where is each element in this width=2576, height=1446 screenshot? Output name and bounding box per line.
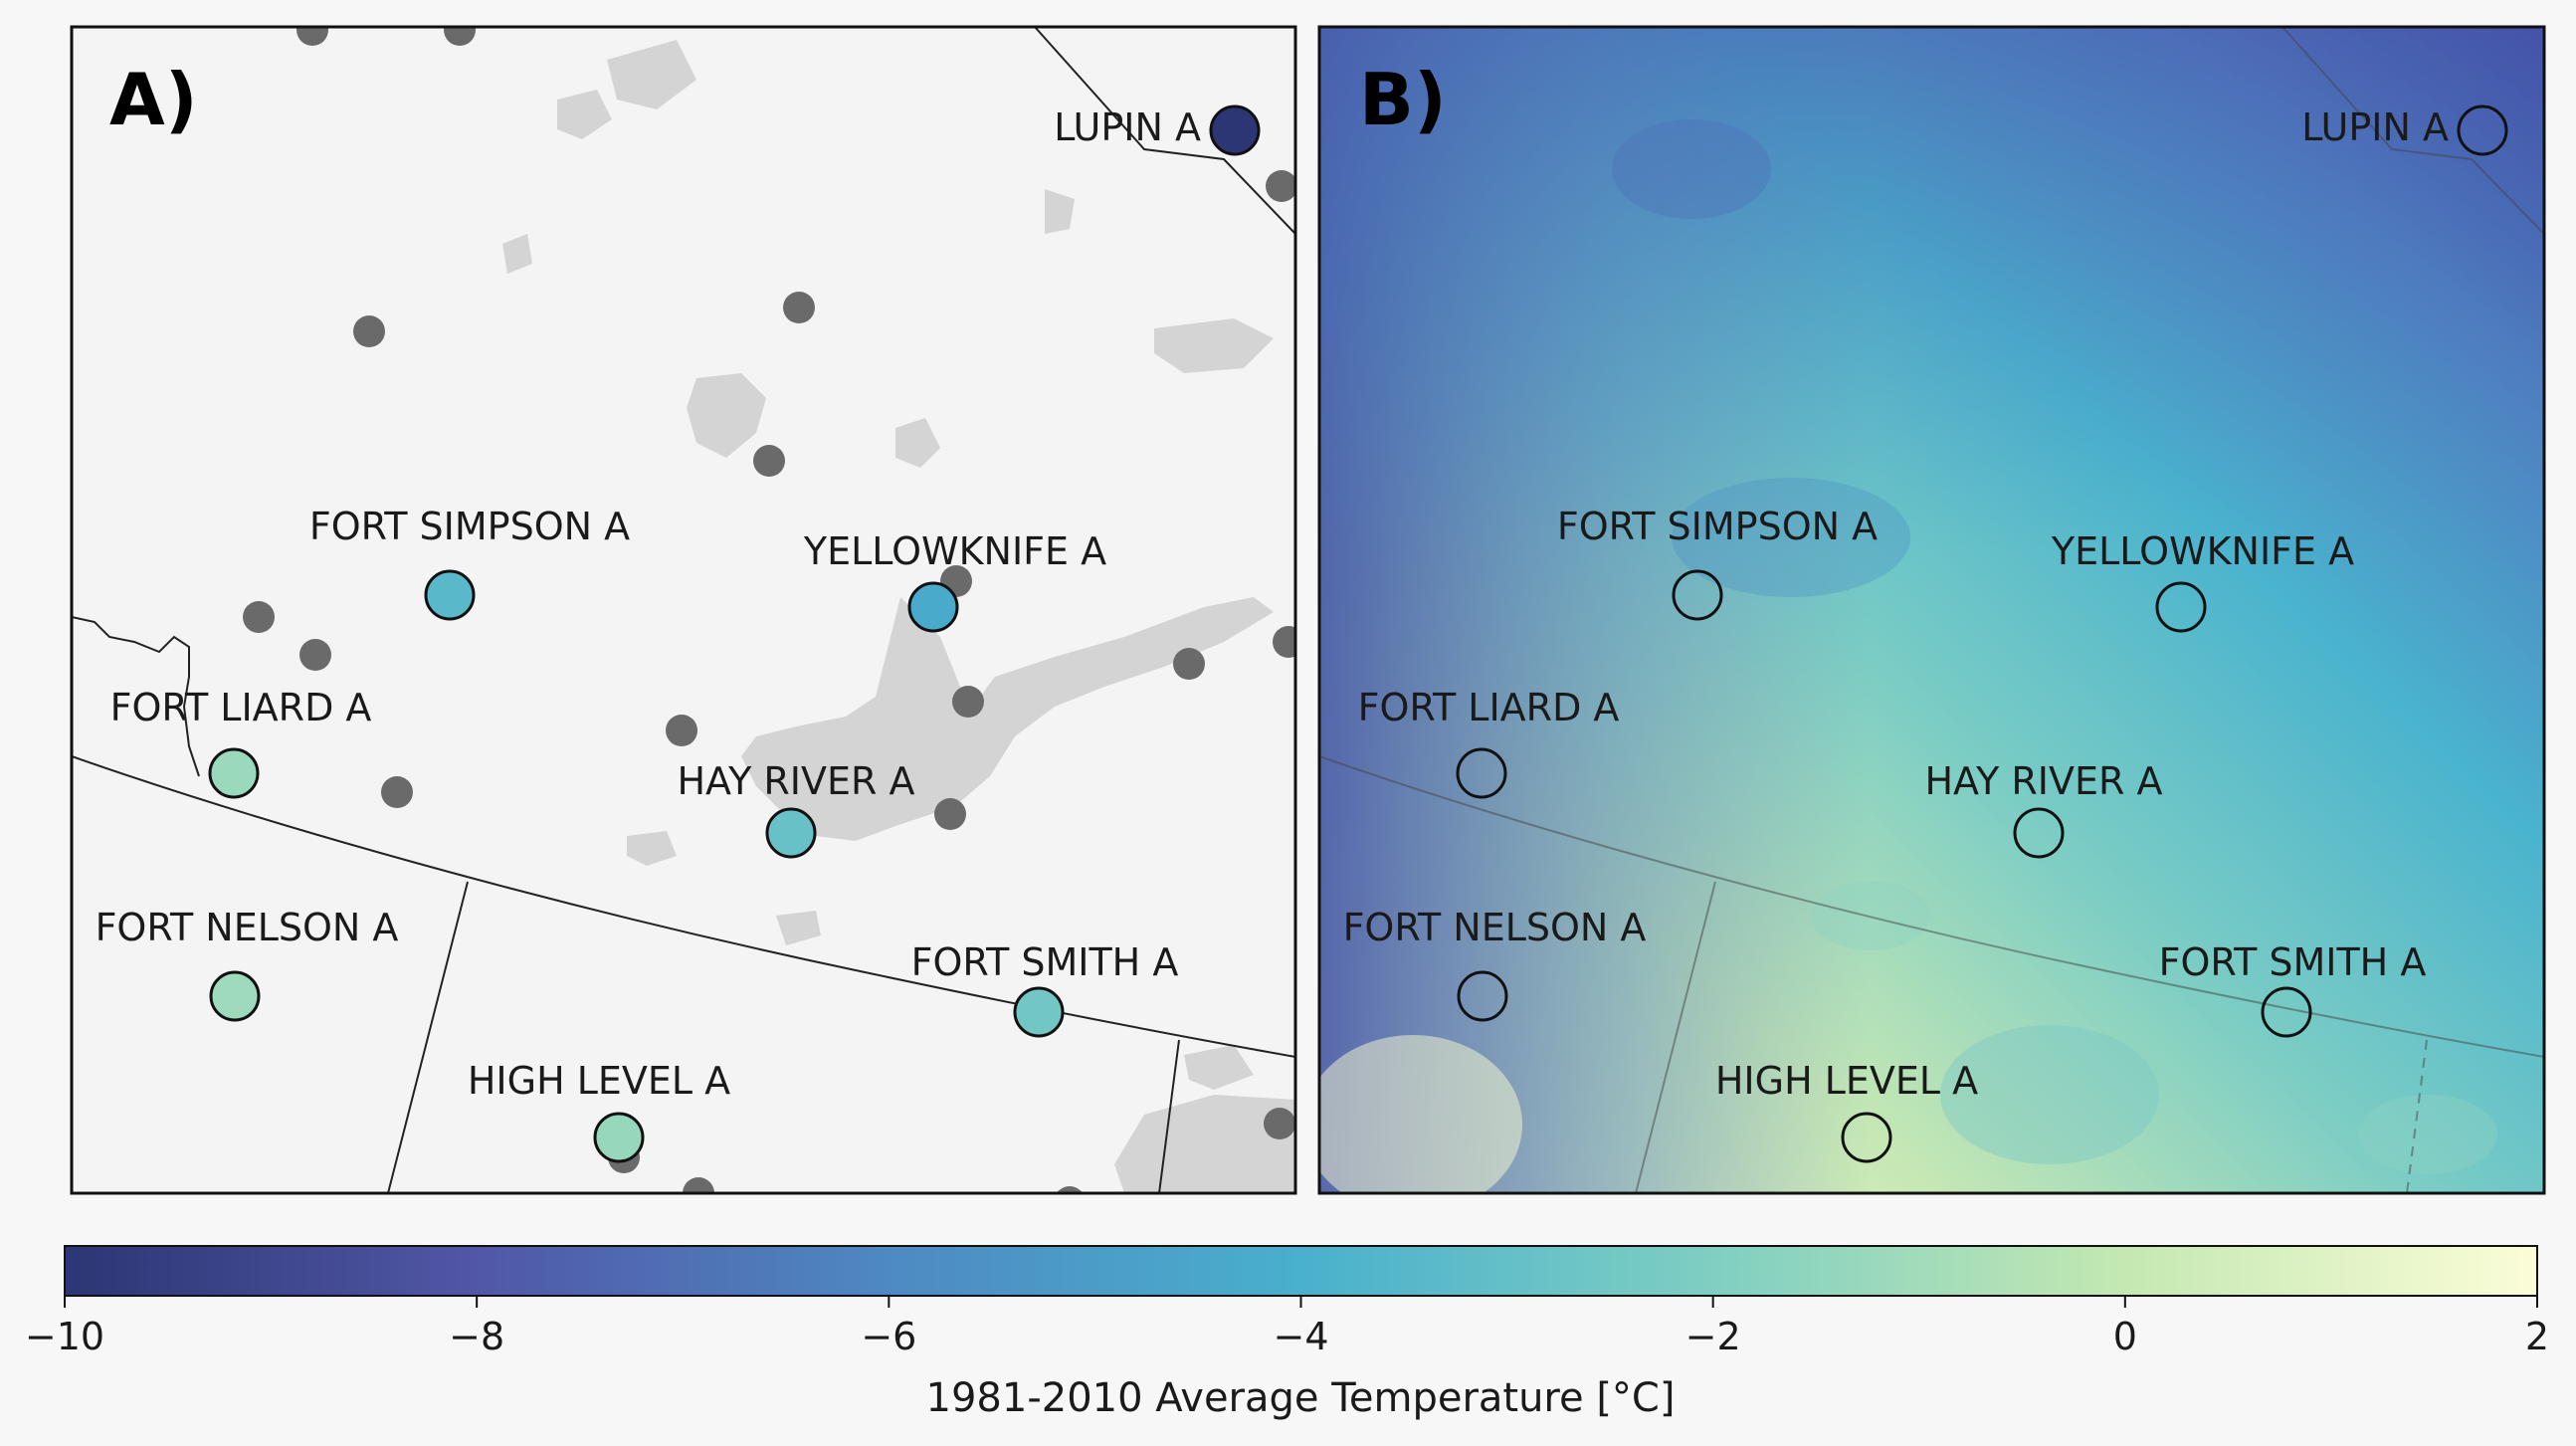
station-label-yellowknife-a: YELLOWKNIFE A	[2051, 529, 2354, 573]
station-label-fort-liard-a: FORT LIARD A	[110, 686, 372, 729]
grey-station-marker	[666, 715, 697, 746]
lake-athabasca	[1114, 1095, 1295, 1193]
colorbar-label: 1981-2010 Average Temperature [°C]	[926, 1375, 1676, 1421]
station-label-yellowknife-a: YELLOWKNIFE A	[803, 529, 1106, 573]
lake-small-4	[1154, 318, 1274, 373]
grey-station-marker	[1273, 626, 1295, 658]
lake-small-7	[627, 831, 677, 866]
grey-station-marker	[444, 27, 476, 46]
station-label-fort-smith-a: FORT SMITH A	[911, 940, 1179, 984]
lake-small-5	[1045, 189, 1075, 234]
colorbar-tick-label: −8	[449, 1315, 504, 1358]
station-marker-high-level-a	[1841, 1112, 1892, 1163]
station-marker-yellowknife-a	[907, 581, 959, 633]
panel-b-letter: B)	[1359, 58, 1447, 141]
grey-station-marker	[934, 798, 966, 830]
station-marker-fort-nelson-a	[209, 970, 261, 1022]
great-slave-lake	[741, 597, 1274, 841]
panel-a-letter: A)	[109, 58, 198, 141]
temperature-field	[1319, 27, 2544, 1193]
station-label-lupin-a: LUPIN A	[2301, 105, 2449, 149]
station-marker-lupin-a	[1209, 104, 1261, 156]
grey-station-marker	[243, 601, 275, 633]
panel-b-frame	[1317, 25, 2546, 1195]
grey-station-marker	[952, 686, 984, 718]
nt-nu-border	[1034, 27, 1295, 235]
station-marker-fort-smith-a	[2261, 986, 2312, 1038]
lake-small-2	[607, 40, 696, 109]
station-label-high-level-a: HIGH LEVEL A	[1715, 1059, 1978, 1103]
station-marker-fort-liard-a	[208, 747, 260, 799]
colorbar-tick-label: −10	[25, 1315, 104, 1358]
grey-station-marker	[1266, 170, 1295, 202]
colorbar: −10 −8 −6 −4 −2 0 2 1981-2010 Average Temperat…	[25, 1245, 2549, 1421]
station-label-fort-simpson-a: FORT SIMPSON A	[1557, 505, 1878, 548]
grey-station-marker	[353, 315, 385, 347]
yukon-border	[72, 616, 200, 777]
colorbar-tick-label: 2	[2525, 1315, 2549, 1358]
station-label-fort-nelson-a: FORT NELSON A	[96, 906, 399, 949]
station-marker-fort-simpson-a	[424, 569, 476, 621]
colorbar-gradient	[64, 1245, 2538, 1297]
grey-station-markers	[243, 27, 1295, 1193]
station-marker-fort-simpson-a	[1672, 569, 1723, 621]
grey-station-marker	[297, 27, 328, 46]
colorbar-ticks: −10 −8 −6 −4 −2 0 2	[25, 1296, 2549, 1358]
station-label-hay-river-a: HAY RIVER A	[677, 759, 914, 803]
panel-a-land	[72, 27, 1295, 1193]
station-label-hay-river-a: HAY RIVER A	[1924, 759, 2162, 803]
panel-a-basemap	[72, 27, 1295, 1193]
station-label-lupin-a: LUPIN A	[1054, 105, 1201, 149]
station-marker-hay-river-a	[765, 807, 817, 859]
station-marker-fort-smith-a	[1013, 986, 1065, 1038]
panel-a-frame	[70, 25, 1297, 1195]
grey-station-marker	[299, 639, 331, 671]
station-label-fort-simpson-a: FORT SIMPSON A	[309, 505, 630, 548]
station-marker-hay-river-a	[2013, 807, 2065, 859]
lake-small-10	[1184, 1045, 1254, 1090]
panel-b: B) LUPIN A FORT SIMPSON A YELLOWKNIFE A FOR…	[1317, 25, 2546, 1195]
station-label-high-level-a: HIGH LEVEL A	[468, 1059, 730, 1103]
nt-bc-border	[72, 755, 1295, 1058]
grey-station-marker	[783, 292, 815, 323]
station-marker-fort-liard-a	[1456, 747, 1507, 799]
lake-small-6	[895, 418, 940, 468]
station-marker-fort-nelson-a	[1457, 970, 1508, 1022]
station-marker-high-level-a	[593, 1112, 645, 1163]
grey-station-marker	[1173, 648, 1205, 680]
station-label-fort-nelson-a: FORT NELSON A	[1343, 906, 1647, 949]
colorbar-tick-label: −6	[861, 1315, 916, 1358]
colorbar-tick-label: −4	[1273, 1315, 1328, 1358]
station-marker-yellowknife-a	[2155, 581, 2207, 633]
grey-station-marker	[1056, 1186, 1084, 1193]
colorbar-tick-label: 0	[2113, 1315, 2137, 1358]
ab-sk-border	[1158, 1039, 1180, 1193]
lake-small-1	[687, 373, 766, 458]
lake-small-9	[502, 234, 532, 274]
panel-a-stations: LUPIN A FORT SIMPSON A YELLOWKNIFE A FORT L…	[96, 104, 1261, 1163]
lake-small-8	[776, 911, 821, 945]
grey-station-marker	[381, 776, 413, 808]
colorbar-tick-label: −2	[1685, 1315, 1741, 1358]
panel-a: A) LUPIN A FORT SIMPSON A YELLOWKNIFE A FOR…	[70, 25, 1297, 1195]
lake-small-3	[557, 90, 612, 139]
panel-b-stations: LUPIN A FORT SIMPSON A YELLOWKNIFE A FORT L…	[1343, 104, 2508, 1163]
station-marker-lupin-a	[2457, 104, 2508, 156]
station-label-fort-smith-a: FORT SMITH A	[2159, 940, 2427, 984]
grey-station-marker	[1264, 1108, 1295, 1139]
ab-bc-border	[387, 881, 469, 1193]
grey-station-marker	[753, 445, 785, 477]
grey-station-marker	[683, 1177, 714, 1193]
station-label-fort-liard-a: FORT LIARD A	[1358, 686, 1620, 729]
